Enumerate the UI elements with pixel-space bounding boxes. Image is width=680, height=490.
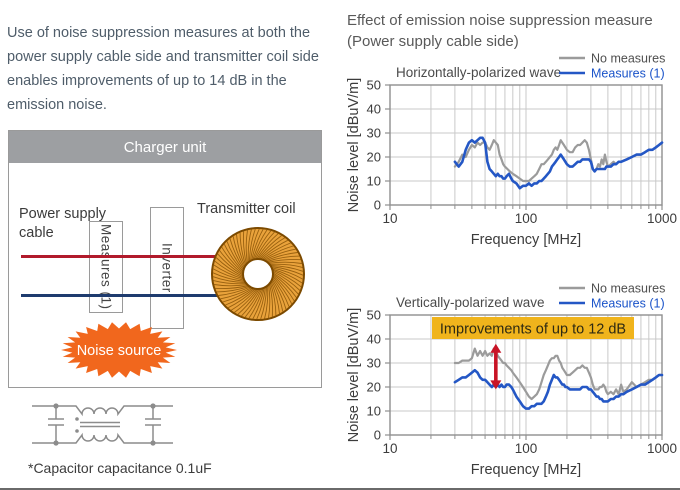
y-axis-label: Noise level [dBuV/m] bbox=[346, 78, 362, 213]
series-no-measures bbox=[453, 347, 664, 401]
y-tick-label: 0 bbox=[374, 198, 381, 213]
y-tick-label: 20 bbox=[367, 380, 381, 395]
series-no-measures bbox=[453, 139, 664, 183]
y-tick-label: 30 bbox=[367, 356, 381, 371]
y-tick-label: 0 bbox=[374, 428, 381, 443]
y-tick-label: 10 bbox=[367, 404, 381, 419]
y-tick-label: 40 bbox=[367, 102, 381, 117]
inverter-label: Inverter bbox=[159, 243, 175, 293]
power-wire-red bbox=[21, 255, 219, 258]
measures-label: Measures (1) bbox=[98, 224, 114, 310]
charger-unit-title: Charger unit bbox=[123, 138, 207, 156]
legend-label: Measures (1) bbox=[591, 297, 665, 311]
series-measures-1- bbox=[453, 136, 664, 190]
power-supply-cable-label: Power supply cable bbox=[19, 206, 107, 241]
charger-unit-header: Charger unit bbox=[9, 131, 321, 163]
y-tick-label: 30 bbox=[367, 126, 381, 141]
y-tick-label: 50 bbox=[367, 308, 381, 323]
noise-source-burst: Noise source bbox=[61, 322, 177, 378]
charts-section-title: Effect of emission noise suppression mea… bbox=[347, 10, 679, 52]
y-tick-label: 10 bbox=[367, 174, 381, 189]
y-tick-label: 40 bbox=[367, 332, 381, 347]
inverter-box: Inverter bbox=[150, 207, 184, 329]
x-tick-label: 100 bbox=[515, 441, 538, 456]
x-tick-label: 10 bbox=[382, 211, 397, 226]
charger-unit-body: Power supply cable Transmitter coil Meas… bbox=[9, 163, 321, 387]
y-tick-label: 20 bbox=[367, 150, 381, 165]
charts-title-line2: (Power supply cable side) bbox=[347, 33, 519, 50]
capacitor-caption: *Capacitor capacitance 0.1uF bbox=[28, 460, 212, 476]
charts-title-line1: Effect of emission noise suppression mea… bbox=[347, 12, 653, 29]
measures-box: Measures (1) bbox=[89, 221, 123, 313]
power-wire-blue bbox=[21, 294, 219, 297]
transmitter-coil-graphic bbox=[211, 227, 305, 321]
intro-text: Use of noise suppression measures at bot… bbox=[7, 24, 319, 113]
x-tick-label: 10 bbox=[382, 441, 397, 456]
y-axis-label: Noise level [dBuV/m] bbox=[346, 308, 362, 443]
legend-label: No measures bbox=[591, 282, 665, 296]
legend-label: No measures bbox=[591, 52, 665, 66]
chart-subtitle: Horizontally-polarized wave bbox=[396, 65, 561, 80]
series-measures-1- bbox=[453, 368, 664, 410]
noise-source-label: Noise source bbox=[77, 343, 162, 359]
annotation-box bbox=[432, 317, 634, 339]
x-tick-label: 1000 bbox=[647, 211, 677, 226]
x-axis-label: Frequency [MHz] bbox=[471, 462, 581, 478]
chart-vertically-polarized: Improvements of up to 12 dB0102030405010… bbox=[346, 282, 677, 479]
x-tick-label: 100 bbox=[515, 211, 538, 226]
transmitter-coil-label: Transmitter coil bbox=[197, 201, 296, 217]
legend-label: Measures (1) bbox=[591, 67, 665, 81]
emi-filter-schematic bbox=[32, 403, 173, 446]
x-axis-label: Frequency [MHz] bbox=[471, 232, 581, 248]
x-tick-label: 1000 bbox=[647, 441, 677, 456]
annotation-text: Improvements of up to 12 dB bbox=[440, 322, 626, 338]
chart-subtitle: Vertically-polarized wave bbox=[396, 295, 545, 310]
bottom-divider bbox=[0, 488, 680, 490]
y-tick-label: 50 bbox=[367, 78, 381, 93]
charger-unit-panel: Charger unit Power supply cable Transmit… bbox=[8, 130, 322, 388]
